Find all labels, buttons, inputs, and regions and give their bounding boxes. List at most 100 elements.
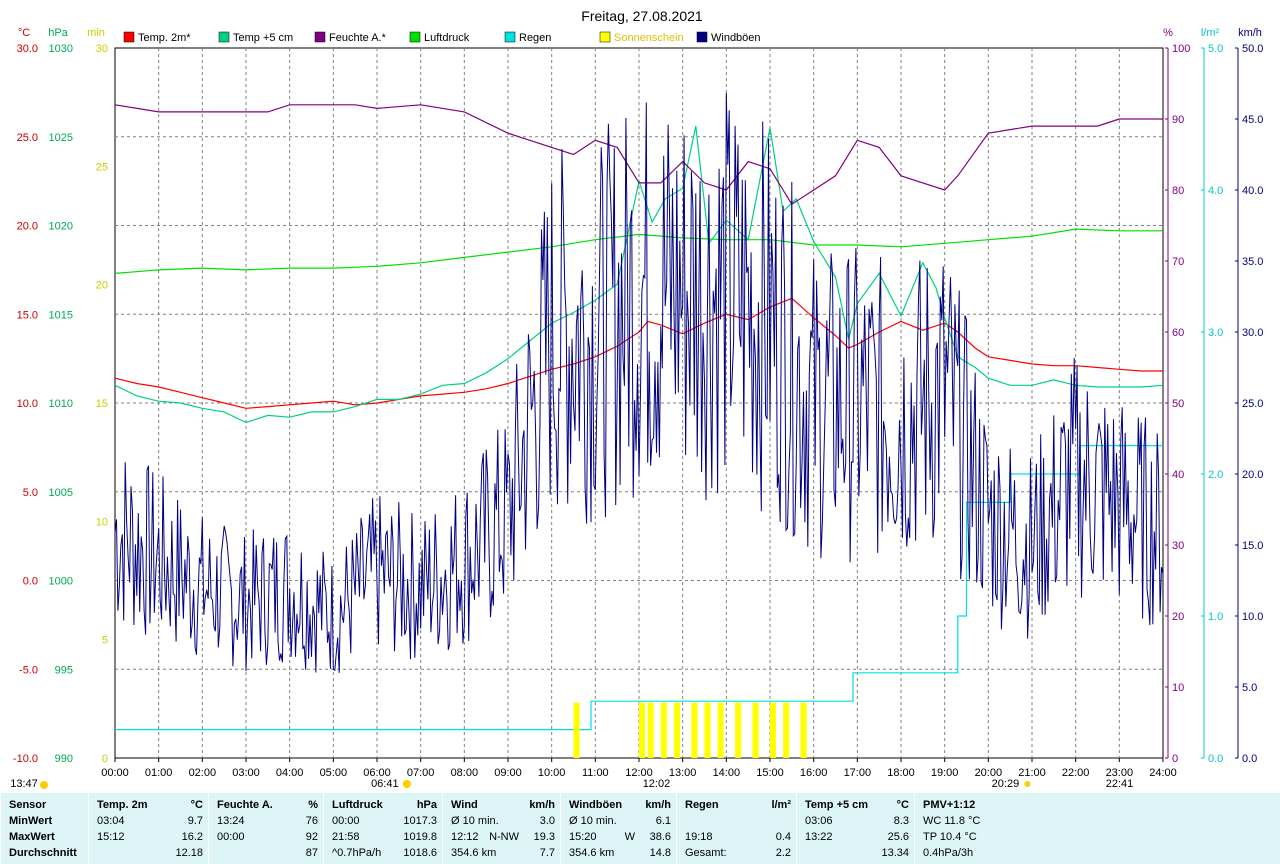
stats-header: Temp. 2m bbox=[97, 799, 148, 811]
rain-line bbox=[115, 445, 1163, 731]
sunrise-time: 06:41 bbox=[371, 778, 399, 790]
stats-column: Sensor MinWert MaxWert Durchschnitt bbox=[0, 793, 89, 864]
rain-tick-label: 3.0 bbox=[1208, 327, 1223, 339]
sunshine-bar bbox=[800, 702, 807, 758]
x-tick-label: 20:00 bbox=[975, 767, 1003, 779]
stats-column: PMV+1:12 WC 11.8 °C TP 10.4 °C 0.4hPa/3h bbox=[914, 793, 1035, 864]
temp-tick-label: 5.0 bbox=[23, 487, 38, 499]
stats-column: Regen l/m² 19:18 0.4 Gesamt: 2.2 bbox=[676, 793, 797, 864]
pressure-tick-label: 1005 bbox=[49, 487, 73, 499]
stats-column: Wind km/h Ø 10 min. 3.0 12:12 N-NW 19.3 354.6 k… bbox=[442, 793, 561, 864]
sunshine-bar bbox=[752, 702, 759, 758]
sunshine-tick-label: 20 bbox=[96, 280, 108, 292]
stats-value: 38.6 bbox=[649, 831, 671, 843]
sunshine-bar bbox=[704, 702, 711, 758]
wind-unit: km/h bbox=[1238, 27, 1262, 39]
stats-header: Temp +5 cm bbox=[805, 799, 869, 811]
stats-column: Temp +5 cm °C 03:06 8.3 13:22 25.6 13.34 bbox=[796, 793, 915, 864]
sunshine-tick-label: 30 bbox=[96, 43, 108, 55]
sunshine-bar bbox=[647, 702, 654, 758]
temp-tick-label: 25.0 bbox=[17, 132, 38, 144]
x-tick-label: 14:00 bbox=[713, 767, 741, 779]
stats-header: Feuchte A. bbox=[217, 799, 273, 811]
stats-value: 1019.8 bbox=[403, 831, 437, 843]
wind-tick-label: 10.0 bbox=[1242, 611, 1263, 623]
wind-tick-label: 45.0 bbox=[1242, 114, 1263, 126]
sunshine-bar bbox=[573, 702, 580, 758]
legend-label: Temp +5 cm bbox=[233, 32, 293, 44]
legend-swatch bbox=[599, 31, 611, 43]
pressure-tick-label: 990 bbox=[55, 753, 73, 765]
x-tick-label: 21:00 bbox=[1018, 767, 1046, 779]
temp-tick-label: 15.0 bbox=[17, 309, 38, 321]
stats-cell: 13:22 bbox=[805, 831, 833, 843]
wind-tick-label: 0.0 bbox=[1242, 753, 1257, 765]
stats-value: 13.34 bbox=[881, 847, 909, 859]
pressure-tick-label: 1025 bbox=[49, 132, 73, 144]
x-tick-label: 15:00 bbox=[756, 767, 784, 779]
wind-tick-label: 40.0 bbox=[1242, 185, 1263, 197]
stats-value: 76 bbox=[305, 815, 318, 827]
pressure-tick-label: 1015 bbox=[49, 309, 73, 321]
stats-cell: Ø 10 min. bbox=[569, 815, 617, 827]
sunshine-bar bbox=[783, 702, 790, 758]
stats-unit: % bbox=[308, 799, 318, 811]
stats-cell: 12:12 bbox=[451, 831, 479, 843]
sunrise-icon bbox=[402, 780, 411, 788]
humidity-tick-label: 100 bbox=[1172, 43, 1190, 55]
sunshine-bar bbox=[691, 702, 698, 758]
stats-value: 25.6 bbox=[887, 831, 909, 843]
x-tick-label: 12:00 bbox=[625, 767, 653, 779]
stats-value: 19.3 bbox=[533, 831, 555, 843]
stats-value: 1017.3 bbox=[403, 815, 437, 827]
temp-tick-label: 0.0 bbox=[23, 576, 38, 588]
pressure-tick-label: 1010 bbox=[49, 398, 73, 410]
chart-axes: 00:00 01:00 02:00 03:00 04:00 05:00 06:00 07:00… bbox=[13, 27, 1264, 779]
temp-tick-label: 10.0 bbox=[17, 398, 38, 410]
humidity-tick-label: 50 bbox=[1172, 398, 1184, 410]
humidity-unit: % bbox=[1163, 27, 1173, 39]
x-tick-label: 00:00 bbox=[101, 767, 129, 779]
stats-value: 6.1 bbox=[655, 815, 671, 827]
stats-unit: °C bbox=[896, 799, 909, 811]
stats-cell: WC 11.8 °C bbox=[923, 815, 981, 827]
temp-tick-label: -10.0 bbox=[13, 753, 38, 765]
legend-swatch bbox=[218, 31, 230, 43]
sun-unit: min bbox=[87, 27, 105, 39]
legend-swatch bbox=[504, 31, 516, 43]
stats-header: PMV+1:12 bbox=[923, 799, 976, 811]
stats-cell: 00:00 bbox=[332, 815, 360, 827]
x-tick-label: 23:00 bbox=[1106, 767, 1134, 779]
stats-cell: Gesamt: bbox=[685, 847, 727, 859]
stats-cell: 0.4hPa/3h bbox=[923, 847, 974, 859]
legend-label: Temp. 2m* bbox=[138, 32, 191, 44]
wind-tick-label: 15.0 bbox=[1242, 540, 1263, 552]
x-tick-label: 09:00 bbox=[494, 767, 522, 779]
stats-value: 1018.6 bbox=[403, 847, 437, 859]
sunshine-tick-label: 10 bbox=[96, 516, 108, 528]
stats-value: 8.3 bbox=[893, 815, 909, 827]
x-tick-label: 05:00 bbox=[320, 767, 348, 779]
stats-value: 0.4 bbox=[775, 831, 791, 843]
stats-header: Wind bbox=[451, 799, 478, 811]
x-tick-label: 08:00 bbox=[451, 767, 479, 779]
chart-grid bbox=[114, 47, 1164, 759]
stats-cell: Ø 10 min. bbox=[451, 815, 499, 827]
humidity-tick-label: 90 bbox=[1172, 114, 1184, 126]
pressure-unit: hPa bbox=[48, 27, 68, 39]
stats-value: 14.8 bbox=[649, 847, 671, 859]
stats-unit: km/h bbox=[529, 799, 555, 811]
stats-cell: Durchschnitt bbox=[9, 847, 77, 859]
stats-unit: °C bbox=[190, 799, 203, 811]
temp-tick-label: 20.0 bbox=[17, 221, 38, 233]
temp2m-line bbox=[114, 297, 1163, 409]
sunshine-bar bbox=[660, 702, 667, 758]
pressure-tick-label: 1030 bbox=[49, 43, 73, 55]
wind-tick-label: 35.0 bbox=[1242, 256, 1263, 268]
stats-panel: Sensor MinWert MaxWert Durchschnitt Temp. 2m… bbox=[0, 793, 1280, 864]
stats-value: 16.2 bbox=[181, 831, 203, 843]
stats-cell: 354.6 km bbox=[569, 847, 615, 859]
x-tick-label: 19:00 bbox=[931, 767, 959, 779]
sun-markers: 06:41 12:02 20:29 13:47 22:41 bbox=[10, 778, 1133, 790]
stats-value: 87 bbox=[305, 847, 318, 859]
